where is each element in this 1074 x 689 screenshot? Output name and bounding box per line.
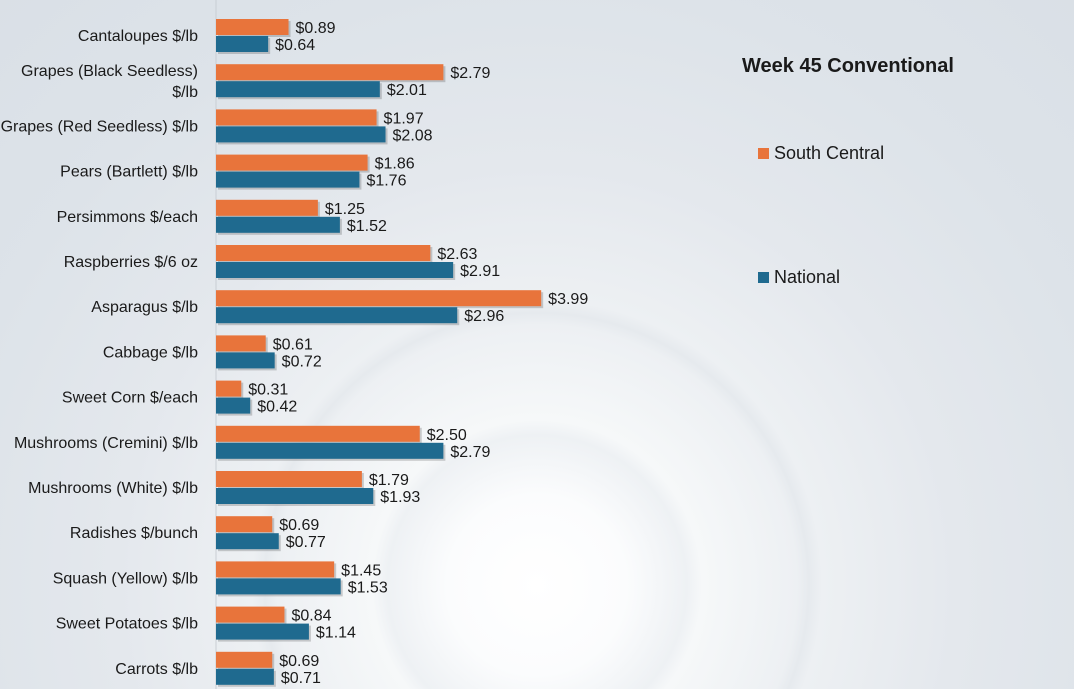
value-label-national-cantaloupes-lb: $0.64 xyxy=(275,37,315,54)
category-label-sweet-potatoes-lb: Sweet Potatoes $/lb xyxy=(56,616,198,633)
bar-national-sweet-corn-each xyxy=(216,397,251,414)
category-label-cabbage-lb: Cabbage $/lb xyxy=(103,344,198,361)
value-label-south-central-sweet-corn-each: $0.31 xyxy=(248,382,288,399)
bar-national-mushrooms-cremini-lb xyxy=(216,442,444,459)
legend-title: Week 45 Conventional xyxy=(742,55,954,77)
bar-south-central-cantaloupes-lb xyxy=(216,19,289,35)
value-label-national-mushrooms-white-lb: $1.93 xyxy=(380,489,420,506)
category-label-grapes-black-seedless-lb: Grapes (Black Seedless) $/lb xyxy=(21,63,198,101)
bar-south-central-radishes-bunch xyxy=(216,516,273,533)
value-label-national-raspberries-6-oz: $2.91 xyxy=(460,263,500,280)
category-label-radishes-bunch: Radishes $/bunch xyxy=(70,525,198,542)
value-label-national-persimmons-each: $1.52 xyxy=(347,218,387,235)
bar-south-central-asparagus-lb xyxy=(216,290,542,307)
legend-label-south-central: South Central xyxy=(774,143,885,163)
value-label-south-central-raspberries-6-oz: $2.63 xyxy=(437,246,477,263)
bar-national-carrots-lb xyxy=(216,668,274,685)
bar-south-central-grapes-black-seedless-lb xyxy=(216,64,444,81)
legend-item-south-central: South Central xyxy=(758,143,884,164)
value-label-national-sweet-corn-each: $0.42 xyxy=(257,399,297,416)
category-label-mushrooms-white-lb: Mushrooms (White) $/lb xyxy=(28,480,198,497)
bar-south-central-squash-yellow-lb xyxy=(216,561,335,578)
category-label-carrots-lb: Carrots $/lb xyxy=(115,661,198,678)
bar-south-central-sweet-corn-each xyxy=(216,380,242,397)
value-label-south-central-sweet-potatoes-lb: $0.84 xyxy=(291,608,331,625)
value-label-national-grapes-black-seedless-lb: $2.01 xyxy=(387,82,427,99)
value-label-national-radishes-bunch: $0.77 xyxy=(286,534,326,551)
bar-south-central-cabbage-lb xyxy=(216,335,266,352)
value-label-south-central-cantaloupes-lb: $0.89 xyxy=(296,20,336,37)
value-label-national-carrots-lb: $0.71 xyxy=(281,670,321,687)
bar-national-grapes-black-seedless-lb xyxy=(216,81,380,98)
bar-national-pears-bartlett-lb xyxy=(216,171,360,188)
value-label-national-grapes-red-seedless-lb: $2.08 xyxy=(393,127,433,144)
bar-national-cantaloupes-lb xyxy=(216,36,269,52)
bar-national-asparagus-lb xyxy=(216,307,458,324)
bar-national-mushrooms-white-lb xyxy=(216,488,374,504)
value-label-south-central-squash-yellow-lb: $1.45 xyxy=(341,562,381,579)
category-label-grapes-red-seedless-lb: Grapes (Red Seedless) $/lb xyxy=(1,118,199,135)
category-label-mushrooms-cremini-lb: Mushrooms (Cremini) $/lb xyxy=(14,435,198,452)
bar-national-squash-yellow-lb xyxy=(216,578,341,595)
bar-national-raspberries-6-oz xyxy=(216,262,454,278)
value-label-south-central-carrots-lb: $0.69 xyxy=(279,653,319,670)
category-label-cantaloupes-lb: Cantaloupes $/lb xyxy=(78,28,198,45)
value-label-national-cabbage-lb: $0.72 xyxy=(282,353,322,370)
bar-national-persimmons-each xyxy=(216,216,340,233)
value-label-south-central-grapes-black-seedless-lb: $2.79 xyxy=(450,65,490,82)
category-label-persimmons-each: Persimmons $/each xyxy=(57,209,198,226)
bar-national-sweet-potatoes-lb xyxy=(216,623,309,640)
value-label-national-asparagus-lb: $2.96 xyxy=(464,308,504,325)
bar-south-central-grapes-red-seedless-lb xyxy=(216,109,377,126)
category-label-asparagus-lb: Asparagus $/lb xyxy=(91,299,198,316)
value-label-national-sweet-potatoes-lb: $1.14 xyxy=(316,625,356,642)
legend-swatch-national-icon xyxy=(758,272,769,283)
bar-national-grapes-red-seedless-lb xyxy=(216,126,386,143)
category-label-raspberries-6-oz: Raspberries $/6 oz xyxy=(64,254,198,271)
bar-south-central-mushrooms-white-lb xyxy=(216,471,362,487)
bar-south-central-mushrooms-cremini-lb xyxy=(216,425,420,442)
value-label-national-mushrooms-cremini-lb: $2.79 xyxy=(450,444,490,461)
legend-swatch-south-central-icon xyxy=(758,148,769,159)
value-label-south-central-persimmons-each: $1.25 xyxy=(325,201,365,218)
bar-national-cabbage-lb xyxy=(216,352,275,369)
value-label-south-central-radishes-bunch: $0.69 xyxy=(279,517,319,534)
bar-national-radishes-bunch xyxy=(216,533,279,550)
bar-south-central-raspberries-6-oz xyxy=(216,245,431,261)
value-label-south-central-cabbage-lb: $0.61 xyxy=(273,336,313,353)
bar-south-central-carrots-lb xyxy=(216,651,273,668)
bar-south-central-persimmons-each xyxy=(216,199,318,216)
value-label-south-central-pears-bartlett-lb: $1.86 xyxy=(375,156,415,173)
bar-south-central-pears-bartlett-lb xyxy=(216,154,368,171)
legend-label-national: National xyxy=(774,267,841,287)
legend-item-national: National xyxy=(758,267,840,288)
category-label-squash-yellow-lb: Squash (Yellow) $/lb xyxy=(53,570,198,587)
bar-south-central-sweet-potatoes-lb xyxy=(216,606,285,623)
value-label-south-central-mushrooms-white-lb: $1.79 xyxy=(369,472,409,489)
value-label-national-squash-yellow-lb: $1.53 xyxy=(348,579,388,596)
value-label-south-central-mushrooms-cremini-lb: $2.50 xyxy=(427,427,467,444)
value-label-south-central-grapes-red-seedless-lb: $1.97 xyxy=(384,110,424,127)
category-label-sweet-corn-each: Sweet Corn $/each xyxy=(62,390,198,407)
value-label-south-central-asparagus-lb: $3.99 xyxy=(548,291,588,308)
category-label-pears-bartlett-lb: Pears (Bartlett) $/lb xyxy=(60,164,198,181)
value-label-national-pears-bartlett-lb: $1.76 xyxy=(366,173,406,190)
